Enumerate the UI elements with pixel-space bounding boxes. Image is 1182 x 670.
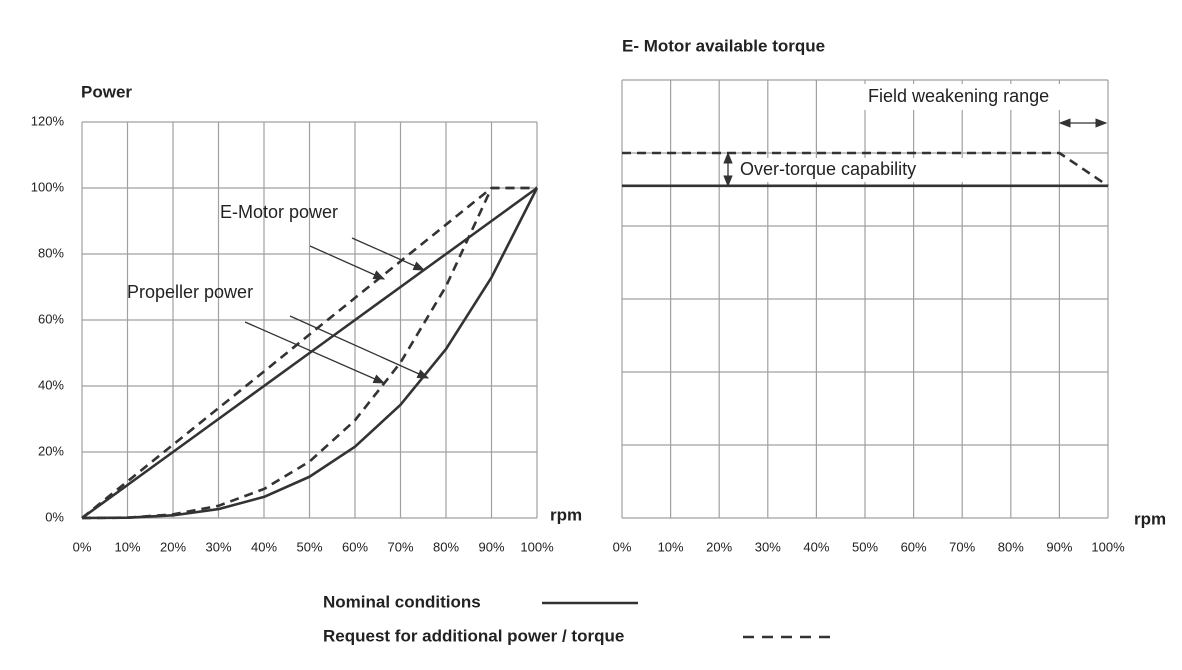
x-tick-label: 90%	[478, 539, 504, 554]
y-tick-label: 40%	[38, 377, 64, 392]
plots: 0% 10% 20% 30% 40% 50% 60% 70% 80% 90% 100% 0% 20% 40…	[31, 79, 1125, 554]
x-tick-label: 100%	[520, 539, 554, 554]
y-tick-label: 80%	[38, 245, 64, 260]
x-tick-label: 30%	[205, 539, 231, 554]
arrow	[289, 315, 430, 379]
x-axis-label: rpm	[550, 505, 582, 524]
x-tick-label: 0%	[613, 539, 632, 554]
series-line	[81, 186, 537, 520]
x-tick-label: 30%	[755, 539, 781, 554]
x-tick-label: 20%	[160, 539, 186, 554]
series-line	[81, 186, 537, 520]
x-tick-label: 10%	[658, 539, 684, 554]
series-line	[81, 186, 538, 520]
legend-label: Request for additional power / torque	[323, 626, 624, 645]
y-tick-label: 120%	[31, 113, 65, 128]
y-tick-label: 100%	[31, 179, 65, 194]
arrow	[351, 237, 426, 271]
arrow	[244, 321, 386, 384]
y-tick-label: 20%	[38, 443, 64, 458]
x-tick-label: 80%	[998, 539, 1024, 554]
annotation: Field weakening range	[868, 86, 1049, 106]
x-tick-label: 60%	[342, 539, 368, 554]
x-tick-label: 10%	[114, 539, 140, 554]
x-axis-label: rpm	[1134, 509, 1166, 528]
x-tick-label: 50%	[296, 539, 322, 554]
chart-title: E- Motor available torque	[622, 36, 825, 55]
x-tick-label: 40%	[251, 539, 277, 554]
label-bg	[862, 84, 1102, 110]
y-tick-label: 60%	[38, 311, 64, 326]
label-bg	[736, 158, 966, 182]
arrow	[309, 245, 386, 280]
x-tick-label: 70%	[949, 539, 975, 554]
x-tick-label: 80%	[433, 539, 459, 554]
annotation: Over-torque capability	[740, 159, 916, 179]
x-tick-label: 40%	[803, 539, 829, 554]
x-tick-label: 70%	[387, 539, 413, 554]
x-tick-label: 60%	[901, 539, 927, 554]
x-tick-label: 50%	[852, 539, 878, 554]
x-tick-label: 90%	[1046, 539, 1072, 554]
y-axis-label: Power	[81, 82, 132, 101]
x-tick-label: 0%	[73, 539, 92, 554]
annotation: E-Motor power	[220, 202, 338, 222]
y-tick-label: 0%	[45, 509, 64, 524]
x-tick-label: 100%	[1091, 539, 1125, 554]
x-tick-label: 20%	[706, 539, 732, 554]
annotation: Propeller power	[127, 282, 253, 302]
series-line	[622, 151, 1109, 187]
legend-label: Nominal conditions	[323, 592, 481, 611]
